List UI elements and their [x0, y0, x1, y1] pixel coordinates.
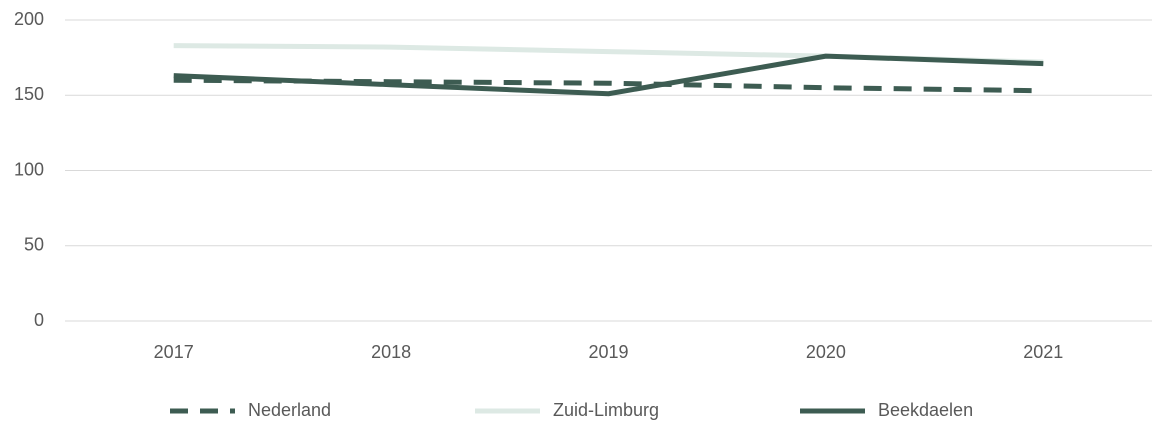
x-tick-label: 2021 — [1023, 342, 1063, 362]
y-tick-label: 50 — [24, 235, 44, 255]
y-tick-label: 0 — [34, 310, 44, 330]
x-tick-label: 2018 — [371, 342, 411, 362]
y-tick-label: 200 — [14, 9, 44, 29]
x-tick-label: 2017 — [154, 342, 194, 362]
y-tick-label: 100 — [14, 159, 44, 179]
line-series — [173, 77, 1044, 94]
legend-label: Beekdaelen — [878, 400, 973, 420]
line-series — [173, 53, 1044, 97]
y-tick-label: 150 — [14, 84, 44, 104]
x-tick-label: 2020 — [806, 342, 846, 362]
legend-label: Zuid-Limburg — [553, 400, 659, 420]
legend-label: Nederland — [248, 400, 331, 420]
x-tick-label: 2019 — [588, 342, 628, 362]
